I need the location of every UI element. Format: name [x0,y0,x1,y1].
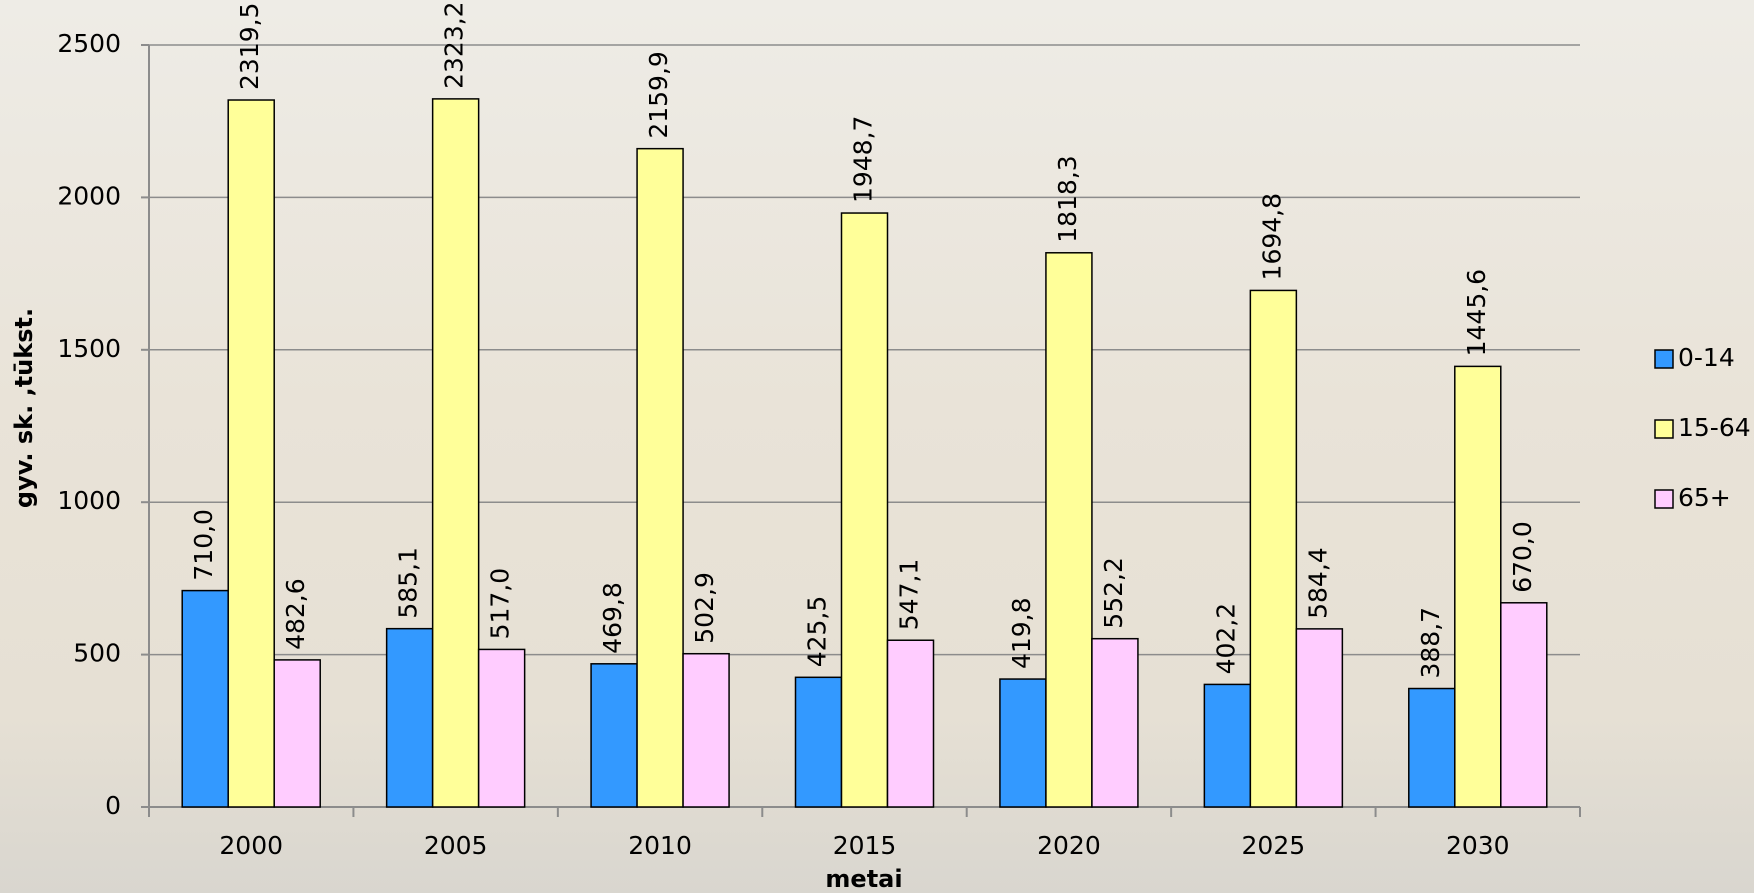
value-label: 2323,2 [440,1,469,88]
bar [1408,687,1456,808]
legend-label: 65+ [1678,483,1731,512]
bar [840,212,889,808]
legend-swatch [1654,419,1674,439]
bar [1045,252,1093,808]
value-label: 482,6 [281,578,310,650]
bar [431,98,480,808]
legend-swatch [1654,489,1674,509]
value-label: 517,0 [486,568,515,640]
value-label: 1445,6 [1462,269,1491,356]
y-tick-label: 2500 [57,29,121,58]
y-tick-label: 500 [73,639,121,668]
bar [1454,365,1502,808]
value-label: 1818,3 [1053,155,1082,242]
y-tick-label: 1500 [57,334,121,363]
value-label: 2319,5 [235,3,264,90]
value-label: 425,5 [803,596,832,668]
bar [636,147,684,808]
legend-label: 15-64 [1678,413,1751,442]
x-tick-label: 2015 [833,831,897,860]
x-tick-label: 2025 [1242,831,1306,860]
value-label: 552,2 [1099,557,1128,629]
y-tick-label: 2000 [57,181,121,210]
value-label: 419,8 [1007,597,1036,669]
bar [999,678,1047,808]
bar [1295,628,1344,808]
value-label: 710,0 [189,509,218,581]
bar [886,639,935,808]
x-tick-label: 2030 [1446,831,1510,860]
bar [273,659,321,808]
value-label: 584,4 [1303,547,1332,619]
value-label: 402,2 [1211,603,1240,675]
x-tick-label: 2010 [628,831,692,860]
bar [794,676,843,808]
value-label: 1694,8 [1257,193,1286,280]
value-label: 388,7 [1416,607,1445,679]
bar [1203,683,1252,808]
x-tick-label: 2020 [1037,831,1101,860]
y-tick-label: 0 [105,791,121,820]
value-label: 585,1 [394,547,423,619]
bar [385,627,434,808]
bar [590,663,638,808]
value-label: 469,8 [598,582,627,654]
bar [682,652,730,808]
bar [1091,637,1139,808]
x-tick-label: 2005 [424,831,488,860]
y-axis-title: gyv. sk. ,tūkst. [10,308,38,508]
x-tick-label: 2000 [219,831,283,860]
bar [1500,602,1548,808]
legend-label: 0-14 [1678,343,1735,372]
bar [1249,289,1298,808]
value-label: 2159,9 [644,51,673,138]
value-label: 1948,7 [849,116,878,203]
bar [227,99,275,808]
value-label: 502,9 [690,572,719,644]
value-label: 670,0 [1508,521,1537,593]
bar [181,589,229,808]
y-tick-label: 1000 [57,486,121,515]
value-label: 547,1 [895,559,924,631]
x-axis-title: metai [825,865,902,893]
bar [477,648,526,808]
legend-swatch [1654,349,1674,369]
